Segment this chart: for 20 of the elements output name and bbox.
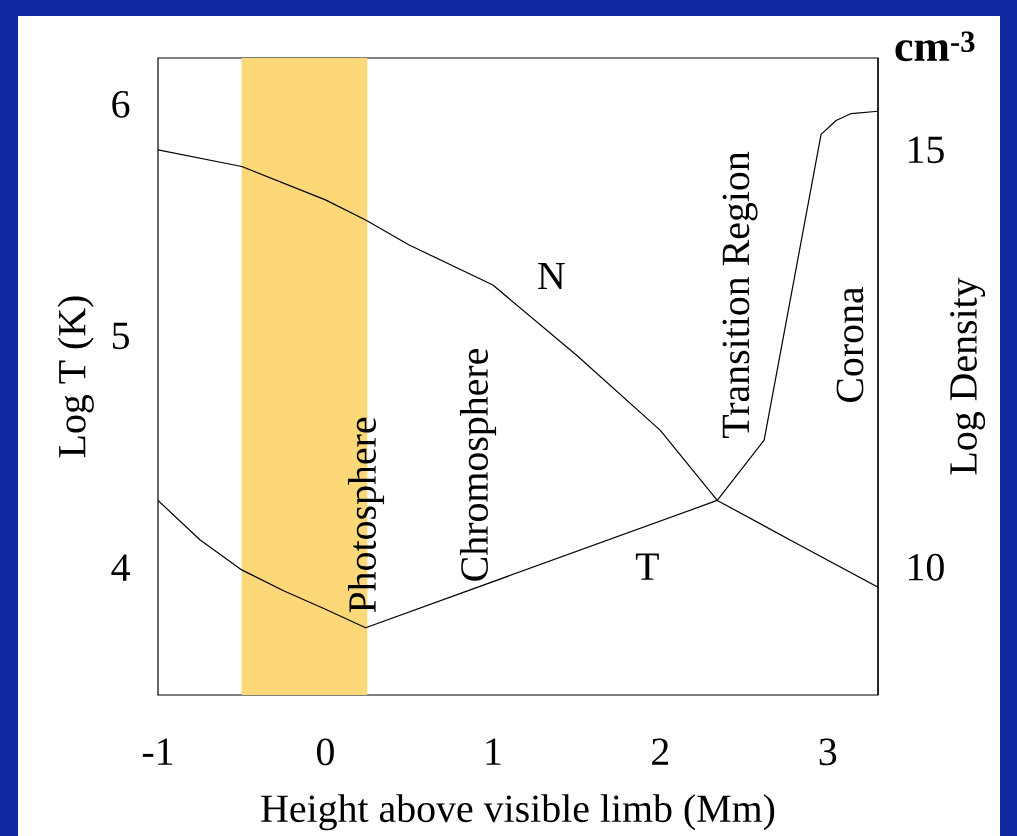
annotation: Transition Region [722, 151, 758, 439]
x-tick-label: -1 [142, 738, 173, 765]
annotation: Photosphere [347, 417, 385, 613]
y-axis-title: Log T (K) [57, 296, 94, 458]
x-tick-label: 3 [819, 738, 837, 766]
series-label: N [538, 262, 565, 290]
y-tick-label: 6 [112, 90, 130, 118]
series-label: T [635, 553, 659, 580]
y2-tick-label: 10 [908, 553, 944, 581]
y2-axis-title: Log Density [950, 277, 986, 475]
x-tick-label: 2 [652, 738, 669, 765]
y-tick-label: 4 [111, 554, 130, 581]
y2-tick-label: 15 [908, 136, 944, 164]
x-axis-title: Height above visible limb (Mm) [261, 794, 775, 831]
text: cm$^{-3}$ [895, 31, 975, 62]
x-tick-label: 0 [317, 738, 334, 766]
annotation: Corona [836, 286, 864, 402]
annotation: Chromosphere [459, 349, 497, 581]
x-tick-label: 1 [486, 738, 501, 765]
y-tick-label: 5 [112, 322, 129, 350]
